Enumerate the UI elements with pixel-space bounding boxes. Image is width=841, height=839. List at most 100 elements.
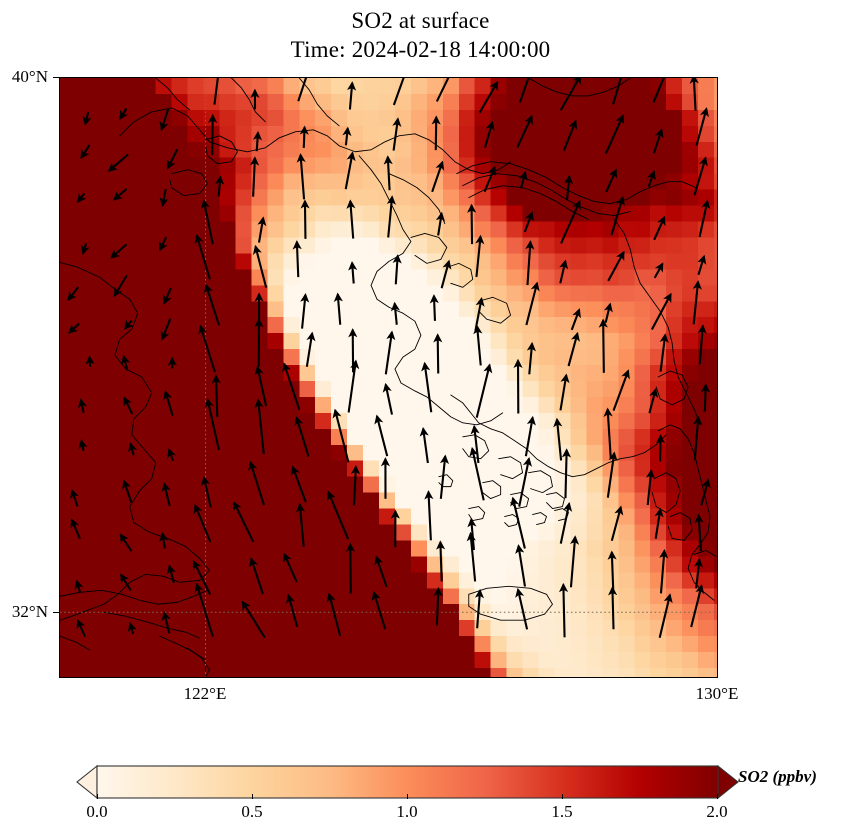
- wind-arrow: [127, 621, 137, 635]
- wind-arrow: [252, 244, 268, 288]
- wind-arrow: [296, 153, 306, 200]
- xtick-mark-130: [717, 666, 719, 672]
- colorbar-title: SO2 (ppbv): [738, 767, 817, 786]
- colorbar[interactable]: [60, 760, 760, 804]
- wind-arrow: [78, 439, 88, 451]
- wind-arrow: [523, 211, 534, 233]
- wind-arrow: [371, 590, 387, 630]
- wind-arrow: [697, 324, 707, 365]
- wind-arrow: [569, 535, 580, 588]
- wind-arrow: [348, 261, 358, 284]
- wind-arrow: [474, 297, 485, 331]
- wind-arrow: [128, 442, 138, 456]
- wind-arrow: [647, 170, 656, 188]
- wind-arrow: [562, 119, 578, 152]
- wind-arrow: [119, 533, 133, 552]
- wind-arrow: [342, 126, 352, 146]
- figure-subtitle-time: Time: 2024-02-18 14:00:00: [290, 37, 551, 62]
- wind-arrow: [160, 318, 172, 341]
- wind-arrow: [700, 383, 711, 412]
- wind-arrow: [610, 505, 624, 542]
- ytick-label-32: 32°N: [11, 602, 48, 621]
- colorbar-extend-low: [76, 764, 98, 800]
- wind-arrow: [110, 243, 128, 259]
- wind-arrow: [524, 415, 536, 457]
- wind-arrow: [282, 362, 301, 411]
- wind-arrow: [559, 78, 582, 111]
- wind-arrow: [652, 128, 664, 154]
- wind-arrow: [347, 359, 360, 413]
- wind-arrow: [192, 559, 212, 595]
- wind-arrow: [525, 281, 540, 326]
- ytick-mark-32: [53, 612, 59, 614]
- map-axes[interactable]: [59, 77, 718, 678]
- wind-arrow: [80, 243, 90, 255]
- wind-arrow: [689, 78, 699, 111]
- wind-arrow: [475, 234, 485, 278]
- wind-arrow: [384, 330, 396, 375]
- wind-arrow: [653, 215, 666, 241]
- wind-arrow: [526, 341, 536, 375]
- wind-arrow: [605, 168, 618, 193]
- wind-arrow: [74, 579, 84, 594]
- wind-arrow: [374, 414, 389, 457]
- wind-arrow: [346, 81, 357, 110]
- figure-title-block: SO2 at surface Time: 2024-02-18 14:00:00: [0, 6, 841, 64]
- wind-arrow: [286, 593, 299, 628]
- wind-arrow: [249, 156, 260, 197]
- wind-arrow: [606, 451, 618, 498]
- wind-arrow: [561, 448, 572, 499]
- wind-arrow: [383, 155, 393, 191]
- wind-arrow: [283, 552, 298, 583]
- wind-arrow: [510, 496, 526, 549]
- wind-arrow: [113, 274, 128, 298]
- wind-arrow: [200, 199, 214, 245]
- wind-arrow: [421, 361, 433, 413]
- wind-arrow: [344, 151, 356, 190]
- wind-arrow: [567, 331, 580, 367]
- wind-arrow: [607, 250, 625, 282]
- wind-arrow: [604, 114, 624, 154]
- wind-arrow: [700, 478, 711, 506]
- wind-arrow: [350, 465, 361, 506]
- wind-arrow: [564, 174, 574, 201]
- colorbar-tick-4: [717, 794, 719, 799]
- wind-arrow: [439, 454, 450, 499]
- wind-arrow: [292, 240, 302, 278]
- wind-arrow: [553, 417, 563, 461]
- wind-arrow: [254, 365, 268, 407]
- wind-arrow: [161, 482, 171, 507]
- wind-arrow: [519, 78, 530, 103]
- wind-arrow: [252, 130, 263, 152]
- wind-arrow: [374, 555, 388, 588]
- wind-arrow: [610, 195, 625, 236]
- wind-arrow: [650, 292, 672, 330]
- xtick-mark-122: [205, 666, 207, 672]
- wind-arrow: [233, 501, 255, 543]
- wind-arrow: [77, 398, 87, 414]
- wind-arrow: [211, 374, 221, 418]
- wind-arrow: [693, 415, 703, 461]
- wind-arrow: [570, 308, 581, 331]
- wind-arrow: [603, 407, 613, 460]
- wind-arrow: [652, 78, 665, 103]
- wind-arrow: [300, 293, 310, 329]
- wind-arrow: [603, 302, 613, 323]
- wind-arrow: [424, 490, 434, 541]
- wind-arrow: [295, 502, 306, 547]
- wind-arrow: [201, 475, 212, 508]
- wind-arrow: [436, 540, 446, 582]
- colorbar-tick-2: [407, 794, 409, 799]
- wind-arrow: [559, 501, 573, 544]
- wind-arrow: [213, 78, 219, 105]
- colorbar-label-3: 1.5: [551, 802, 573, 821]
- wind-arrow: [690, 584, 705, 628]
- wind-arrow: [291, 465, 307, 503]
- wind-arrow: [163, 287, 172, 305]
- wind-arrow: [119, 107, 129, 120]
- wind-arrow: [518, 170, 528, 189]
- page-title: SO2 at surface: [351, 8, 490, 33]
- colorbar-label-1: 0.5: [241, 802, 263, 821]
- wind-arrow: [525, 240, 535, 286]
- wind-arrow: [159, 188, 169, 208]
